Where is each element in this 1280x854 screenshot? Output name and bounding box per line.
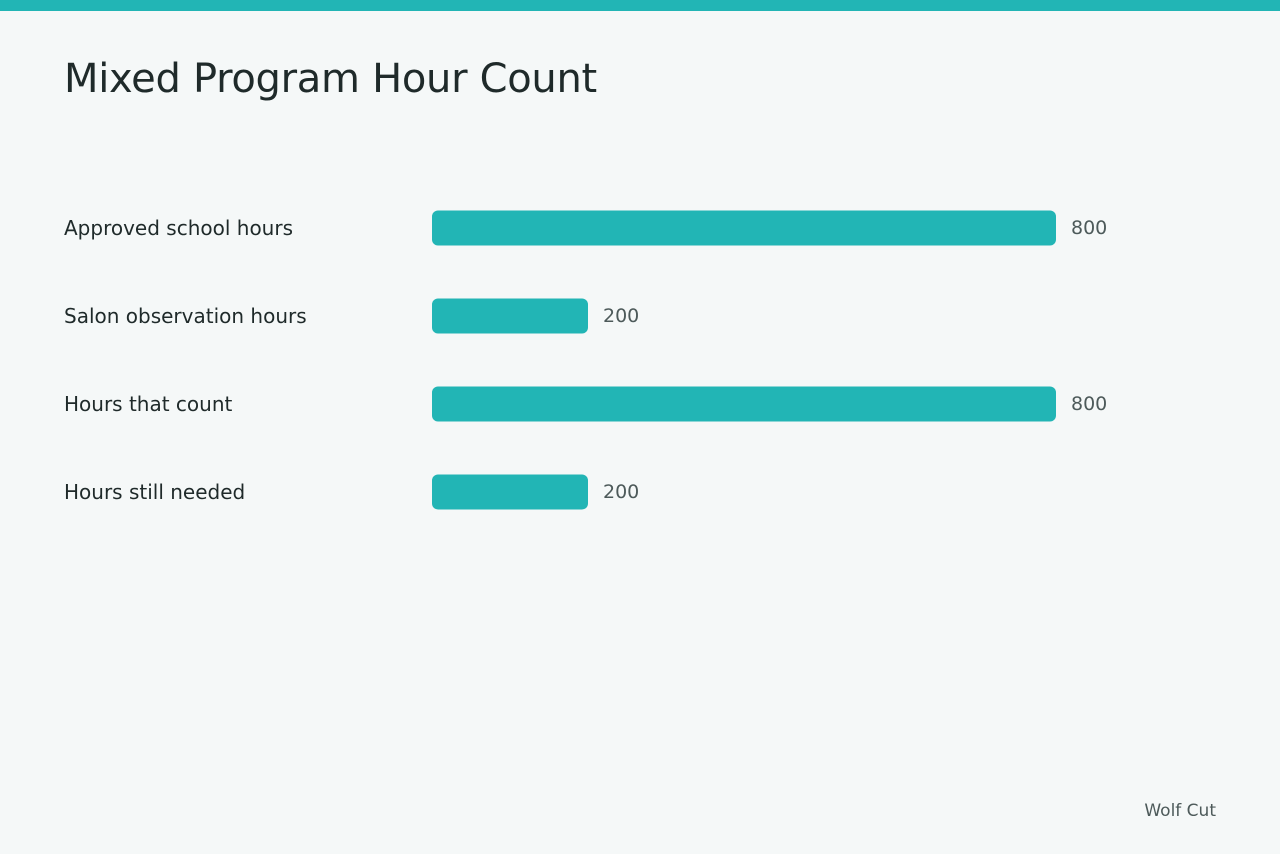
accent-top-bar	[0, 0, 1280, 11]
category-label: Salon observation hours	[64, 304, 307, 328]
bar	[432, 210, 1056, 246]
footer-brand-label: Wolf Cut	[1144, 801, 1216, 821]
bar	[432, 474, 588, 510]
value-label: 800	[1071, 393, 1107, 415]
bar	[432, 298, 588, 334]
bar	[432, 386, 1056, 422]
value-label: 200	[603, 481, 639, 503]
page-title: Mixed Program Hour Count	[64, 56, 597, 102]
value-label: 800	[1071, 217, 1107, 239]
category-label: Hours still needed	[64, 480, 245, 504]
category-label: Approved school hours	[64, 216, 293, 240]
category-label: Hours that count	[64, 392, 233, 416]
value-label: 200	[603, 305, 639, 327]
